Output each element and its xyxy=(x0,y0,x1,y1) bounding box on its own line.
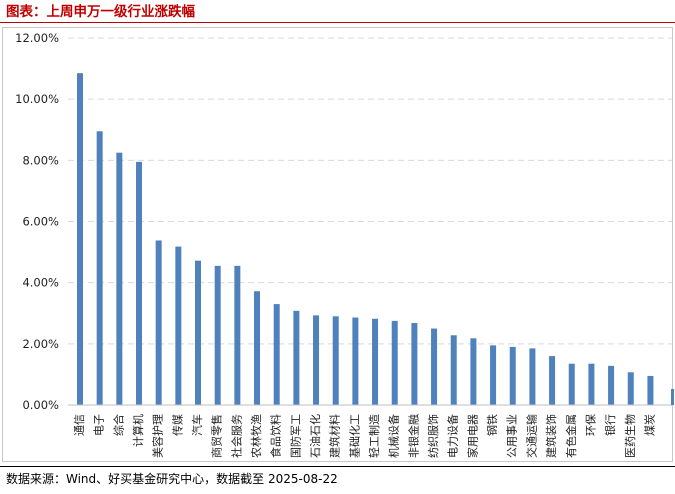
x-tick-label: 纺织服饰 xyxy=(426,414,440,458)
y-tick-label: 4.00% xyxy=(22,276,59,290)
x-tick-label: 石油石化 xyxy=(308,414,322,458)
x-tick-label: 计算机 xyxy=(131,414,145,447)
y-tick-label: 6.00% xyxy=(22,215,59,229)
x-tick-label: 电子 xyxy=(93,414,106,436)
y-tick-label: 10.00% xyxy=(15,92,59,106)
bar xyxy=(77,73,83,405)
y-tick-label: 8.00% xyxy=(22,153,59,167)
x-tick-label: 基础化工 xyxy=(347,414,361,458)
title-divider xyxy=(0,22,675,23)
bar xyxy=(529,348,536,405)
bar xyxy=(588,363,595,405)
x-tick-label: 通信 xyxy=(73,414,86,436)
x-tick-label: 非银金融 xyxy=(406,414,420,458)
bar xyxy=(549,356,556,405)
x-axis-categories: 通信 电子 综合 计算机 美容护理 传媒 汽车 商贸零售 社会服务 农林牧渔 食品饮料 国防军工 石油石… xyxy=(73,414,656,458)
bar xyxy=(116,152,123,405)
bar xyxy=(214,265,221,405)
bar xyxy=(509,346,516,405)
bar xyxy=(490,345,497,405)
bar xyxy=(568,363,575,405)
x-tick-label: 汽车 xyxy=(190,414,204,436)
bar xyxy=(96,131,103,405)
bar xyxy=(313,315,320,405)
y-tick-label: 2.00% xyxy=(22,337,59,351)
bar xyxy=(411,323,418,405)
bar xyxy=(627,372,634,405)
x-tick-label: 传媒 xyxy=(171,414,184,436)
bar xyxy=(175,246,182,405)
x-tick-label: 有色金属 xyxy=(564,414,578,458)
bar xyxy=(254,291,261,405)
x-tick-label: 银行 xyxy=(603,414,617,436)
bar xyxy=(450,335,457,405)
x-tick-label: 建筑装饰 xyxy=(544,414,558,458)
chart-title: 图表：上周申万一级行业涨跌幅 xyxy=(6,4,195,20)
x-tick-label: 食品饮料 xyxy=(269,414,283,458)
y-tick-label: 0.00% xyxy=(22,398,59,412)
bar xyxy=(293,310,300,405)
bar xyxy=(273,304,280,405)
bar xyxy=(155,240,162,405)
x-tick-label: 公用事业 xyxy=(506,414,519,458)
x-tick-label: 家用电器 xyxy=(465,414,479,458)
x-tick-label: 交通运输 xyxy=(524,414,538,458)
x-tick-label: 环保 xyxy=(583,414,597,436)
x-tick-label: 钢铁 xyxy=(486,414,499,436)
bar xyxy=(391,320,398,405)
bar xyxy=(195,260,202,405)
x-tick-label: 电力设备 xyxy=(446,414,460,458)
x-tick-label: 医药生物 xyxy=(623,414,637,458)
x-tick-label: 建筑材料 xyxy=(328,414,342,458)
bar xyxy=(372,318,379,405)
bar xyxy=(234,265,241,405)
source-note: 数据来源：Wind、好买基金研究中心，数据截至 2025-08-22 xyxy=(6,472,338,486)
bar xyxy=(608,365,615,405)
x-tick-label: 农林牧渔 xyxy=(249,414,263,458)
bar xyxy=(332,316,339,405)
bar xyxy=(136,161,143,405)
bar xyxy=(352,317,359,405)
bar xyxy=(431,328,438,405)
x-tick-label: 美容护理 xyxy=(151,414,165,458)
bar-partial-offpage xyxy=(671,389,674,405)
footer-divider xyxy=(0,466,675,467)
gridlines xyxy=(68,37,672,345)
y-axis-ticks: 0.00% 2.00% 4.00% 6.00% 8.00% 10.00% 12.00% xyxy=(15,31,59,412)
chart-frame xyxy=(2,27,673,462)
x-tick-label: 商贸零售 xyxy=(210,414,224,458)
x-tick-label: 社会服务 xyxy=(229,414,243,458)
y-tick-label: 12.00% xyxy=(15,31,59,45)
x-tick-label: 机械设备 xyxy=(387,414,401,458)
x-tick-label: 轻工制造 xyxy=(367,414,381,458)
x-tick-label: 煤炭 xyxy=(643,414,656,436)
bar xyxy=(470,338,477,405)
x-tick-label: 综合 xyxy=(111,414,125,436)
x-tick-label: 国防军工 xyxy=(288,414,302,458)
bar xyxy=(647,375,654,405)
bars xyxy=(77,73,654,405)
